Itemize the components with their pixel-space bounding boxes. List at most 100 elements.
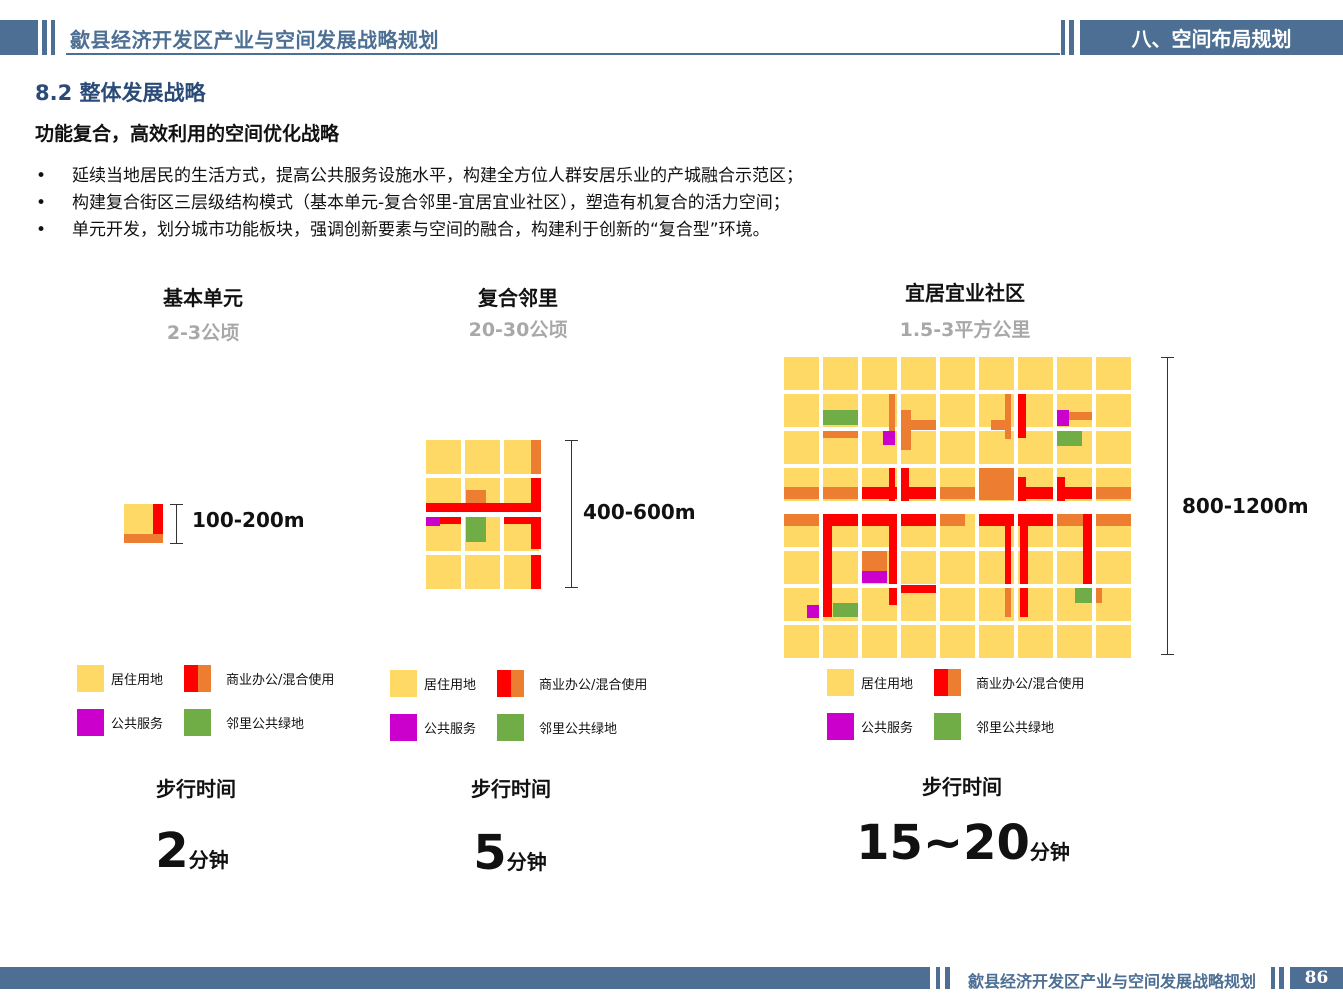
residential-block <box>1096 357 1131 390</box>
residential-block <box>862 625 897 658</box>
commercial-block <box>1057 487 1092 499</box>
walk-label: 步行时间 <box>471 777 551 801</box>
commercial-block <box>784 487 819 499</box>
legend-swatch <box>497 714 524 741</box>
walk-time: 15~20分钟 <box>843 815 1083 871</box>
residential-block <box>465 555 500 589</box>
header-underline <box>66 53 1060 55</box>
green-block <box>833 603 858 617</box>
public-block <box>883 431 895 445</box>
residential-block <box>940 431 975 464</box>
residential-block <box>1096 551 1131 584</box>
legend: 居住用地 商业办公/混合使用 公共服务 邻里公共绿地 <box>77 665 377 745</box>
residential-block <box>901 588 936 621</box>
page-number: 86 <box>1290 967 1343 989</box>
legend-label: 商业办公/混合使用 <box>539 678 648 693</box>
header-bar-block <box>0 20 38 55</box>
legend-public: 公共服务 <box>77 709 163 736</box>
legend-green: 邻里公共绿地 <box>184 709 304 736</box>
residential-block <box>862 357 897 390</box>
commercial-block <box>531 517 541 549</box>
residential-block <box>1096 431 1131 464</box>
commercial-block <box>823 431 858 438</box>
walk-time-unit: 分钟 <box>506 850 547 874</box>
residential-block <box>979 357 1014 390</box>
legend: 居住用地 商业办公/混合使用 公共服务 邻里公共绿地 <box>827 669 1127 749</box>
community-title: 宜居宜业社区 <box>905 281 1025 305</box>
commercial-block <box>1018 394 1026 438</box>
public-block <box>1057 410 1069 426</box>
legend-residential: 居住用地 <box>77 665 163 692</box>
header-stripe <box>51 20 55 55</box>
commercial-block <box>1020 514 1028 584</box>
commercial-block <box>1057 412 1092 420</box>
section-title: 8.2 整体发展战略 <box>35 81 206 105</box>
commercial-block <box>991 420 1011 430</box>
footer-stripe <box>945 967 950 989</box>
green-block <box>1057 431 1082 446</box>
legend-label: 居住用地 <box>424 678 477 693</box>
community-dimension: 800-1200m <box>1182 494 1309 518</box>
bullet-dot: • <box>36 193 47 213</box>
residential-block <box>901 551 936 584</box>
legend-green: 邻里公共绿地 <box>934 713 1054 740</box>
commercial-block <box>901 585 936 593</box>
commercial-block <box>1096 487 1131 499</box>
footer-stripe <box>1279 967 1284 989</box>
walk-time-value: 2 <box>155 823 189 879</box>
header-title: 歙县经济开发区产业与空间发展战略规划 <box>70 28 439 52</box>
commercial-block <box>823 487 858 499</box>
bullet-item: • 延续当地居民的生活方式，提高公共服务设施水平，构建全方位人群安居乐业的产城融合… <box>30 163 803 190</box>
legend-label: 公共服务 <box>111 717 164 732</box>
unit-area: 2-3公顷 <box>166 322 240 344</box>
header-section-label: 八、空间布局规划 <box>1080 20 1343 55</box>
neighborhood-diagram <box>426 440 541 589</box>
commercial-block <box>889 514 897 584</box>
dimension-bracket <box>170 504 183 544</box>
residential-block <box>426 555 461 589</box>
unit-title: 基本单元 <box>163 286 243 310</box>
commercial-block <box>901 514 936 526</box>
commercial-block <box>1096 514 1131 526</box>
legend-swatch <box>77 665 104 692</box>
header-stripe <box>1069 20 1074 55</box>
legend-residential: 居住用地 <box>827 669 913 696</box>
walk-time-value: 5 <box>473 825 507 881</box>
commercial-block <box>1018 487 1053 499</box>
public-block <box>862 571 887 583</box>
commercial-block <box>901 468 909 501</box>
bullet-item: • 单元开发，划分城市功能板块，强调创新要素与空间的融合，构建利于创新的“复合型”… <box>30 217 803 244</box>
footer-stripe <box>1271 967 1275 989</box>
header-stripe <box>1061 20 1065 55</box>
legend-swatch <box>934 713 961 740</box>
residential-block <box>465 440 500 474</box>
commercial-block <box>1096 588 1102 603</box>
commercial-block <box>823 514 832 617</box>
bullet-list: • 延续当地居民的生活方式，提高公共服务设施水平，构建全方位人群安居乐业的产城融合… <box>30 163 803 244</box>
commercial-block <box>426 503 541 512</box>
legend: 居住用地 商业办公/混合使用 公共服务 邻里公共绿地 <box>390 670 690 750</box>
residential-block <box>940 394 975 427</box>
commercial-block <box>1005 394 1011 439</box>
legend-swatch <box>184 709 211 736</box>
commercial-block <box>466 490 486 504</box>
walk-label: 步行时间 <box>922 775 1002 799</box>
public-block <box>807 605 819 618</box>
residential-block <box>1057 625 1092 658</box>
bullet-text: 延续当地居民的生活方式，提高公共服务设施水平，构建全方位人群安居乐业的产城融合示… <box>72 166 803 186</box>
residential-block <box>1096 625 1131 658</box>
neighborhood-area: 20-30公顷 <box>468 319 568 341</box>
walk-time: 2分钟 <box>92 823 292 879</box>
legend-label: 邻里公共绿地 <box>226 717 305 732</box>
legend-commercial: 商业办公/混合使用 <box>934 669 1084 696</box>
legend-swatch <box>827 713 854 740</box>
residential-block <box>979 625 1014 658</box>
residential-block <box>784 431 819 464</box>
basic-unit-diagram <box>124 504 163 543</box>
legend-swatch <box>390 714 417 741</box>
commercial-block <box>979 488 1014 500</box>
residential-block <box>901 625 936 658</box>
commercial-block <box>531 478 541 506</box>
walk-time-unit: 分钟 <box>188 848 229 872</box>
residential-block <box>784 625 819 658</box>
